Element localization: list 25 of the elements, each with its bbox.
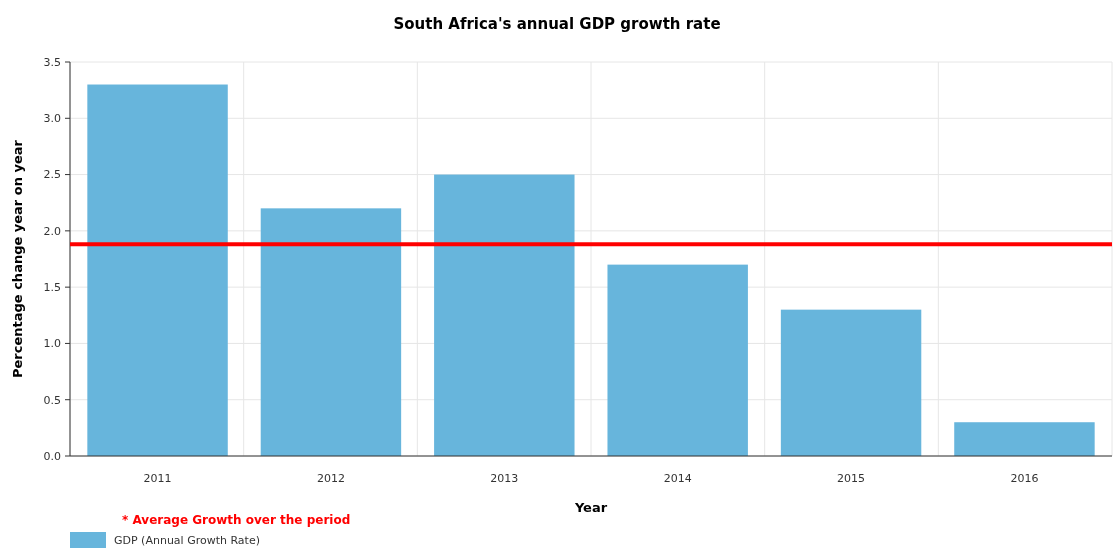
y-tick-label: 3.5	[43, 55, 61, 69]
legend-label: GDP (Annual Growth Rate)	[114, 533, 260, 547]
y-tick-label: 2.0	[43, 224, 61, 238]
x-tick-label: 2016	[1010, 472, 1039, 485]
chart-title: South Africa's annual GDP growth rate	[393, 15, 721, 33]
x-tick-label: 2012	[316, 472, 345, 485]
bar	[607, 264, 748, 456]
y-tick-label: 2.5	[43, 168, 61, 182]
x-tick-label: 2015	[837, 472, 866, 485]
y-tick-label: 3.0	[43, 112, 61, 126]
bar	[260, 208, 402, 456]
x-tick-label: 2011	[143, 472, 172, 485]
x-axis-title: Year	[573, 500, 608, 515]
x-tick-label: 2013	[490, 472, 519, 485]
bar	[434, 174, 575, 456]
y-tick-label: 1.5	[43, 280, 61, 294]
bar	[87, 84, 228, 456]
x-tick-label: 2014	[663, 472, 692, 485]
y-axis-title: Percentage change year on year	[10, 139, 25, 378]
y-tick-label: 1.0	[43, 337, 61, 351]
ref-line-label: * Average Growth over the period	[122, 513, 351, 527]
y-tick-label: 0.5	[43, 393, 61, 407]
y-tick-label: 0.0	[43, 449, 61, 463]
bar	[954, 422, 1095, 456]
bar	[780, 309, 922, 456]
